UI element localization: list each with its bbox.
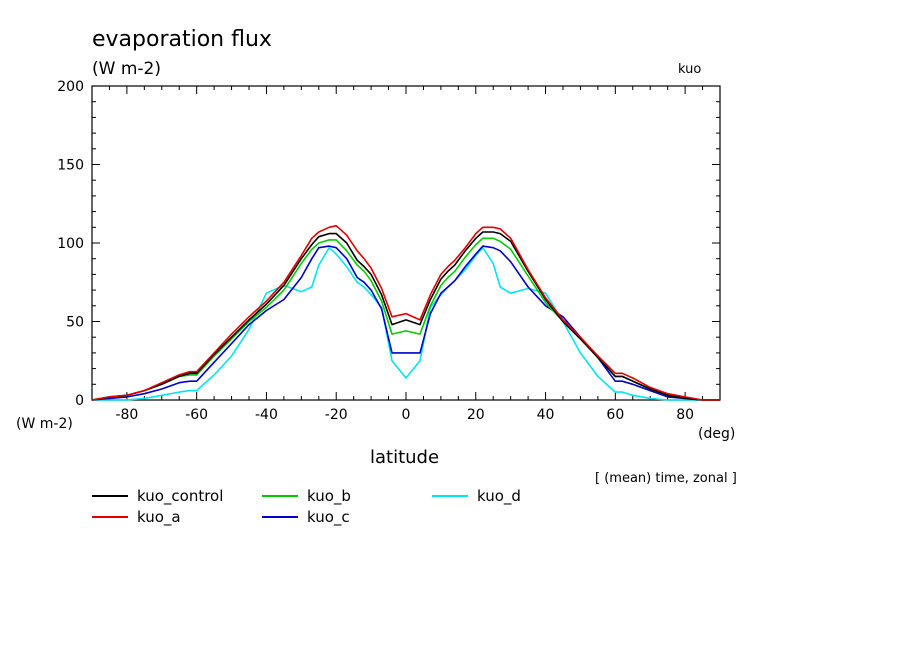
x-tick-label: -80	[115, 407, 138, 423]
x-tick-label: 0	[402, 407, 411, 423]
y-axis-unit: (W m-2)	[16, 416, 73, 432]
series-line-kuo-control	[91, 231, 720, 401]
chart-title: evaporation flux	[92, 27, 272, 52]
x-tick-label: 20	[467, 407, 485, 423]
x-axis-label: latitude	[370, 447, 439, 468]
series-line-kuo-a	[91, 224, 720, 401]
legend-label: kuo_c	[307, 508, 350, 527]
chart-subtitle: (W m-2)	[92, 59, 161, 79]
x-tick-label: -60	[185, 407, 208, 423]
legend: kuo_control kuo_a kuo_b kuo_c kuo_d	[92, 487, 521, 527]
y-tick-label: 150	[57, 158, 84, 174]
legend-label: kuo_d	[477, 487, 521, 506]
legend-label: kuo_a	[137, 508, 181, 527]
legend-label: kuo_control	[137, 487, 223, 506]
x-tick-label: -40	[255, 407, 278, 423]
x-axis-unit: (deg)	[698, 426, 735, 442]
axis-ticks: -80 -60 -40 -20 0 20 40 60 80 0 50 100 150 200	[57, 79, 721, 423]
series-line-kuo-d	[92, 246, 720, 401]
series-lines	[91, 224, 720, 401]
y-tick-label: 100	[57, 236, 84, 252]
chart-note: [ (mean) time, zonal ]	[595, 471, 737, 486]
y-tick-label: 50	[66, 315, 84, 331]
x-tick-label: 80	[676, 407, 694, 423]
x-tick-label: 40	[537, 407, 555, 423]
legend-label: kuo_b	[307, 487, 351, 506]
x-tick-label: 60	[606, 407, 624, 423]
x-tick-label: -20	[325, 407, 348, 423]
run-label: kuo	[678, 62, 701, 77]
y-tick-label: 200	[57, 79, 84, 95]
y-tick-label: 0	[75, 393, 84, 409]
